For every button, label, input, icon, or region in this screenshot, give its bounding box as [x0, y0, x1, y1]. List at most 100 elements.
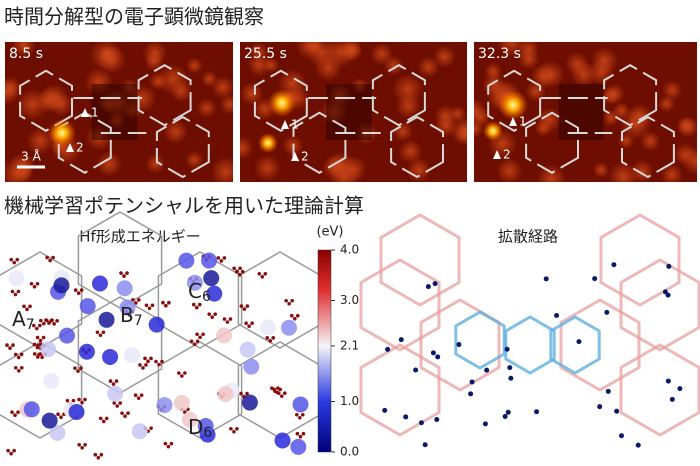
carbon-atom: [19, 352, 24, 357]
carbon-atom: [292, 316, 297, 321]
carbon-atom: [300, 412, 305, 417]
lattice-line: [0, 341, 83, 439]
node: [604, 309, 610, 315]
node: [382, 407, 388, 413]
carbon-atom: [83, 397, 87, 402]
carbon-atom: [298, 434, 303, 439]
hf-site: [281, 319, 298, 336]
carbon-atom: [138, 363, 142, 367]
carbon-atom: [13, 413, 17, 418]
node: [484, 367, 490, 373]
blob: [681, 146, 697, 175]
marker-label: 1: [519, 115, 527, 129]
path-red: [359, 258, 441, 352]
carbon-atom: [157, 362, 161, 367]
blob: [196, 98, 217, 118]
blob: [185, 150, 204, 170]
blob: [5, 79, 20, 106]
blob: [536, 164, 566, 182]
path-red: [559, 298, 641, 392]
carbon-atom: [14, 365, 18, 370]
blob: [660, 163, 683, 182]
site-sub: 6: [202, 289, 211, 305]
carbon-atom: [98, 333, 103, 338]
carbon-atom: [295, 313, 300, 318]
carbon-atom: [9, 257, 14, 262]
carbon-atom: [192, 342, 197, 347]
node: [665, 378, 671, 384]
node: [665, 292, 671, 298]
carbon-atom: [222, 317, 227, 321]
hf-site: [53, 277, 70, 294]
carbon-atom: [95, 330, 100, 335]
carbon-atom: [80, 445, 84, 450]
hex-line: [603, 64, 658, 127]
carbon-atom: [120, 411, 124, 415]
carbon-atom: [143, 356, 147, 361]
hf-site: [91, 275, 108, 292]
carbon-atom: [301, 431, 306, 436]
hf-site: [131, 423, 148, 440]
blob: [40, 83, 68, 111]
node: [469, 379, 475, 385]
carbon-atom: [5, 343, 9, 347]
carbon-atom: [177, 371, 181, 375]
hex-line: [487, 69, 542, 132]
hf-site: [102, 348, 119, 365]
hex-line: [253, 69, 308, 132]
carbon-atom: [219, 259, 224, 263]
carbon-atom: [65, 398, 70, 403]
blob: [662, 80, 683, 101]
carbon-atom: [197, 302, 202, 307]
carbon-atom: [144, 363, 148, 367]
node: [403, 414, 409, 420]
carbon-atom: [235, 426, 239, 431]
carbon-atom: [250, 321, 254, 326]
blob: [247, 52, 272, 77]
hex-line: [19, 69, 73, 132]
node: [430, 350, 436, 356]
carbon-atom: [180, 374, 184, 378]
blob: [315, 54, 342, 82]
carbon-atom: [146, 359, 150, 364]
carbon-atom: [79, 366, 83, 370]
section-title: 機械学習ポテンシャルを用いた理論計算: [4, 194, 364, 218]
site-label: C6: [188, 279, 211, 306]
stem-frame: 8.5 s 1 2: [5, 42, 233, 182]
carbon-atom: [149, 356, 153, 361]
colorbar-unit: (eV): [316, 225, 343, 240]
stem-frame: 25.5 s 1 2: [240, 42, 467, 182]
bright-atom: [268, 89, 296, 117]
frame-image: [240, 42, 467, 182]
path-blue: [504, 315, 556, 375]
carbon-atom: [10, 289, 15, 294]
blob: [254, 154, 281, 182]
carbon-atom: [191, 302, 196, 307]
carbon-atom: [56, 412, 60, 416]
carbon-atom: [271, 336, 276, 340]
dark-center: [326, 84, 372, 140]
blob: [210, 156, 233, 182]
node: [534, 409, 540, 415]
node: [554, 312, 560, 318]
site-label: D6: [188, 415, 212, 442]
carbon-atom: [42, 321, 46, 326]
carbon-atom: [167, 300, 171, 305]
panel-title: Hf形成エネルギー: [79, 228, 201, 246]
carbon-atom: [244, 321, 248, 326]
carbon-atom: [295, 431, 300, 436]
site-sub: 7: [134, 313, 143, 329]
carbon-atom: [101, 330, 106, 335]
carbon-atom: [41, 335, 46, 340]
stem-frame: 32.3 s 1 2: [474, 42, 697, 182]
carbon-atom: [32, 342, 37, 347]
carbon-atom: [32, 323, 36, 328]
blob: [617, 132, 635, 150]
lattice-line: [157, 251, 243, 349]
bright-atom: [498, 90, 528, 120]
carbon-atom: [77, 397, 81, 402]
node: [425, 284, 431, 290]
carbon-atom: [39, 318, 43, 323]
carbon-atom: [17, 368, 21, 373]
carbon-atom: [118, 401, 122, 405]
